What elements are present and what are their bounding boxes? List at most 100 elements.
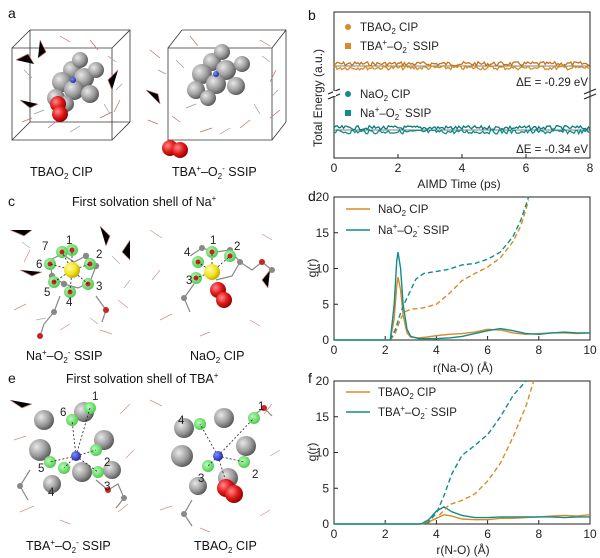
panel-c: c First solvation shell of Na+ xyxy=(8,193,275,365)
nitrogen-center-e-right xyxy=(213,451,223,461)
shell-number: 1 xyxy=(210,235,216,247)
tba-cation-right xyxy=(187,44,250,106)
energy-trace-0-square xyxy=(333,64,591,72)
solvent-sticks-right-gray xyxy=(157,55,279,135)
solvent-sticks-left-gray xyxy=(23,55,123,133)
y-tick-label: 0 xyxy=(322,517,329,531)
chart-rdf-n-o: f 0 2 4 6 8 10 0 5 10 15 20 g(r) r(N-O) (Å) TBAO2 … xyxy=(305,370,597,557)
superoxide-o2 xyxy=(216,292,232,308)
y-tick-label: 5 xyxy=(322,481,329,495)
x-tick-label: 10 xyxy=(583,527,597,541)
caption-nao2-cip: NaO2 CIP xyxy=(190,349,244,365)
shell-number: 1 xyxy=(92,391,98,403)
panel-c-title: First solvation shell of Na+ xyxy=(72,194,217,209)
legend-label-f-0: TBAO2 CIP xyxy=(378,387,436,401)
y-tick-label: 0 xyxy=(322,333,329,347)
shell-numbers-e-right: 1 2 3 4 xyxy=(178,401,264,485)
caption-na-o2-ssip: Na+–O2- SSIP xyxy=(26,348,102,365)
series-line-2 xyxy=(389,200,530,341)
shell-numbers-right: 1 2 3 4 xyxy=(184,235,240,287)
x-tick-label: 0 xyxy=(331,527,338,541)
shell-numbers-left: 1 2 3 4 5 6 7 xyxy=(36,235,102,309)
legend-label-d-0: NaO2 CIP xyxy=(378,204,429,218)
legend-label-b-1: TBA+–O2- SSIP xyxy=(360,38,439,55)
solvent-sticks-right-c xyxy=(149,229,273,337)
panel-label-b: b xyxy=(308,7,316,23)
energy-trace-1-square xyxy=(333,128,591,136)
series-line-0 xyxy=(334,276,591,341)
legend-marker-b-1 xyxy=(345,43,351,49)
series-line-3 xyxy=(389,196,530,341)
shell-number: 2 xyxy=(234,241,240,253)
legend-b-top: TBAO2 CIP TBA+–O2- SSIP xyxy=(345,22,439,55)
solvent-sticks-e-right xyxy=(149,399,281,533)
y-axis-label-f: g(r) xyxy=(305,443,319,462)
axis-break-right xyxy=(583,88,597,100)
shell-number: 3 xyxy=(104,481,110,493)
x-tick-label: 2 xyxy=(395,161,402,175)
y-axis-label-b: Total Energy (a.u.) xyxy=(311,49,325,147)
solvent-sticks xyxy=(9,225,131,335)
legend-label-d-1: Na+–O2- SSIP xyxy=(378,222,450,239)
axis-break-gap xyxy=(333,91,336,96)
x-tick-label: 4 xyxy=(433,343,440,357)
shell-number: 5 xyxy=(38,463,44,475)
x-tick-label: 6 xyxy=(484,527,491,541)
legend-d: NaO2 CIP Na+–O2- SSIP xyxy=(346,204,450,239)
panel-a: a xyxy=(8,5,287,181)
shell-number: 3 xyxy=(198,473,204,485)
superoxide-e-o2 xyxy=(225,485,243,503)
y-tick-label: 10 xyxy=(316,446,330,460)
energy-trace-0-circle xyxy=(333,60,591,68)
shell-number: 5 xyxy=(44,287,50,299)
solvent-sticks-e-left xyxy=(9,399,135,525)
series-line-1 xyxy=(334,251,590,341)
coordination-bonds-e-left xyxy=(49,407,99,473)
na-o2-ssip-structure: 1 2 3 4 5 6 7 xyxy=(9,225,131,339)
x-tick-label: 4 xyxy=(433,527,440,541)
legend-marker-b-2 xyxy=(345,91,351,97)
x-tick-label: 0 xyxy=(331,343,338,357)
plot-area-d: 0 2 4 6 8 10 0 5 10 15 20 xyxy=(316,190,597,357)
series-line-2 xyxy=(425,380,535,525)
nitrogen-center-e-left xyxy=(71,451,81,461)
glyme-e-right xyxy=(181,405,273,527)
glyme-e-left xyxy=(17,469,127,509)
x-axis-label-b: AIMD Time (ps) xyxy=(417,177,500,191)
panel-label-d: d xyxy=(308,188,316,204)
caption-tbao2-cip: TBAO2 CIP xyxy=(30,165,93,181)
shell-numbers-e-left: 1 2 3 4 5 6 xyxy=(38,391,110,499)
shell-number: 6 xyxy=(36,259,42,271)
solvent-sticks-right xyxy=(145,35,281,133)
coordination-bonds-e-right xyxy=(199,417,255,483)
caption-tbao2-cip-e: TBAO2 CIP xyxy=(194,539,257,555)
shell-number: 4 xyxy=(178,415,185,427)
annotation-delta-e-2: ΔE = -0.34 eV xyxy=(516,144,588,156)
x-tick-label: 6 xyxy=(523,161,530,175)
panel-label-e: e xyxy=(8,370,16,386)
shell-number: 6 xyxy=(60,407,66,419)
x-axis-label-f: r(N-O) (Å) xyxy=(436,542,489,557)
series-line-1 xyxy=(334,505,590,525)
x-tick-label: 4 xyxy=(459,161,466,175)
y-tick-label: 15 xyxy=(316,226,330,240)
x-tick-label: 8 xyxy=(535,343,542,357)
shell-number: 3 xyxy=(96,281,102,293)
plot-area-b: 0 2 4 6 8 xyxy=(327,11,597,175)
chart-rdf-na-o: d 0 2 4 6 8 10 0 5 10 15 20 g(r) r(Na-O) (Å) NaO2 … xyxy=(305,188,597,375)
x-tick-label: 2 xyxy=(382,527,389,541)
panel-label-f: f xyxy=(308,370,312,386)
y-tick-label: 15 xyxy=(316,410,330,424)
superoxide-right xyxy=(162,140,188,158)
plot-area-f: 0 2 4 6 8 10 0 5 10 15 20 xyxy=(316,374,597,541)
tba-o2-ssip-structure xyxy=(145,29,287,158)
solvent-sticks-left xyxy=(15,35,121,129)
nao2-cip-structure: 1 2 3 4 xyxy=(149,229,275,337)
legend-b-bottom: NaO2 CIP Na+–O2- SSIP xyxy=(345,89,432,122)
shell-number: 1 xyxy=(258,401,264,413)
x-tick-label: 6 xyxy=(484,343,491,357)
sodium-ion-left xyxy=(64,262,80,278)
legend-f: TBAO2 CIP TBA+–O2- SSIP xyxy=(346,387,457,421)
legend-label-b-0: TBAO2 CIP xyxy=(360,22,418,36)
annotation-delta-e-1: ΔE = -0.29 eV xyxy=(516,77,588,89)
